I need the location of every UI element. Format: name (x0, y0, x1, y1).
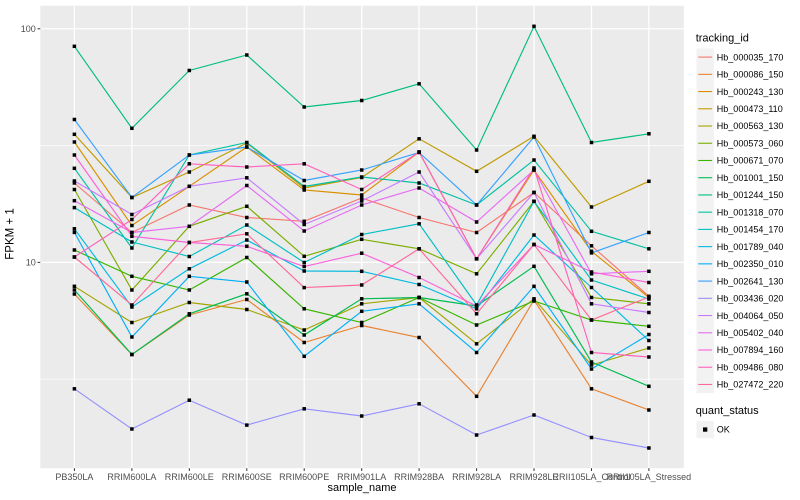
svg-text:Hb_002641_130: Hb_002641_130 (717, 276, 784, 286)
svg-text:10: 10 (26, 258, 36, 268)
svg-text:Hb_001244_150: Hb_001244_150 (717, 190, 784, 200)
svg-text:Hb_001789_040: Hb_001789_040 (717, 242, 784, 252)
svg-text:Hb_009486_080: Hb_009486_080 (717, 362, 784, 372)
svg-text:RRIM600LE: RRIM600LE (165, 472, 214, 482)
svg-text:RRIM600PE: RRIM600PE (279, 472, 329, 482)
svg-text:Hb_002350_010: Hb_002350_010 (717, 259, 784, 269)
svg-text:tracking_id: tracking_id (696, 33, 749, 45)
svg-text:PB350LA: PB350LA (55, 472, 93, 482)
svg-text:Hb_000243_130: Hb_000243_130 (717, 87, 784, 97)
svg-text:RRIM600LA: RRIM600LA (107, 472, 156, 482)
svg-text:FPKM + 1: FPKM + 1 (5, 208, 17, 259)
svg-text:RRIM928BA: RRIM928BA (394, 472, 444, 482)
svg-text:Hb_000086_150: Hb_000086_150 (717, 70, 784, 80)
svg-text:Hb_007894_160: Hb_007894_160 (717, 345, 784, 355)
svg-text:RRIM928LA: RRIM928LA (452, 472, 501, 482)
svg-text:Hb_027472_220: Hb_027472_220 (717, 380, 784, 390)
svg-text:Hb_004064_050: Hb_004064_050 (717, 311, 784, 321)
svg-text:Hb_005402_040: Hb_005402_040 (717, 328, 784, 338)
svg-text:RRII105LA_Control: RRII105LA_Control (552, 472, 630, 482)
svg-text:Hb_001454_170: Hb_001454_170 (717, 225, 784, 235)
svg-text:quant_status: quant_status (696, 405, 759, 417)
svg-text:Hb_001318_070: Hb_001318_070 (717, 207, 784, 217)
svg-text:sample_name: sample_name (327, 482, 396, 494)
svg-text:Hb_000563_130: Hb_000563_130 (717, 121, 784, 131)
svg-text:OK: OK (717, 425, 730, 435)
svg-text:100: 100 (21, 24, 36, 34)
svg-text:RRIM901LA: RRIM901LA (337, 472, 386, 482)
svg-text:Hb_000671_070: Hb_000671_070 (717, 156, 784, 166)
svg-text:Hb_000035_170: Hb_000035_170 (717, 52, 784, 62)
svg-text:Hb_000573_060: Hb_000573_060 (717, 138, 784, 148)
svg-text:RRIM600SE: RRIM600SE (222, 472, 272, 482)
svg-text:Hb_000473_110: Hb_000473_110 (717, 104, 783, 114)
svg-text:RRII105LA_Stressed: RRII105LA_Stressed (607, 472, 692, 482)
svg-text:Hb_001001_150: Hb_001001_150 (717, 173, 784, 183)
svg-text:Hb_003436_020: Hb_003436_020 (717, 294, 784, 304)
svg-text:RRIM928LE: RRIM928LE (509, 472, 558, 482)
